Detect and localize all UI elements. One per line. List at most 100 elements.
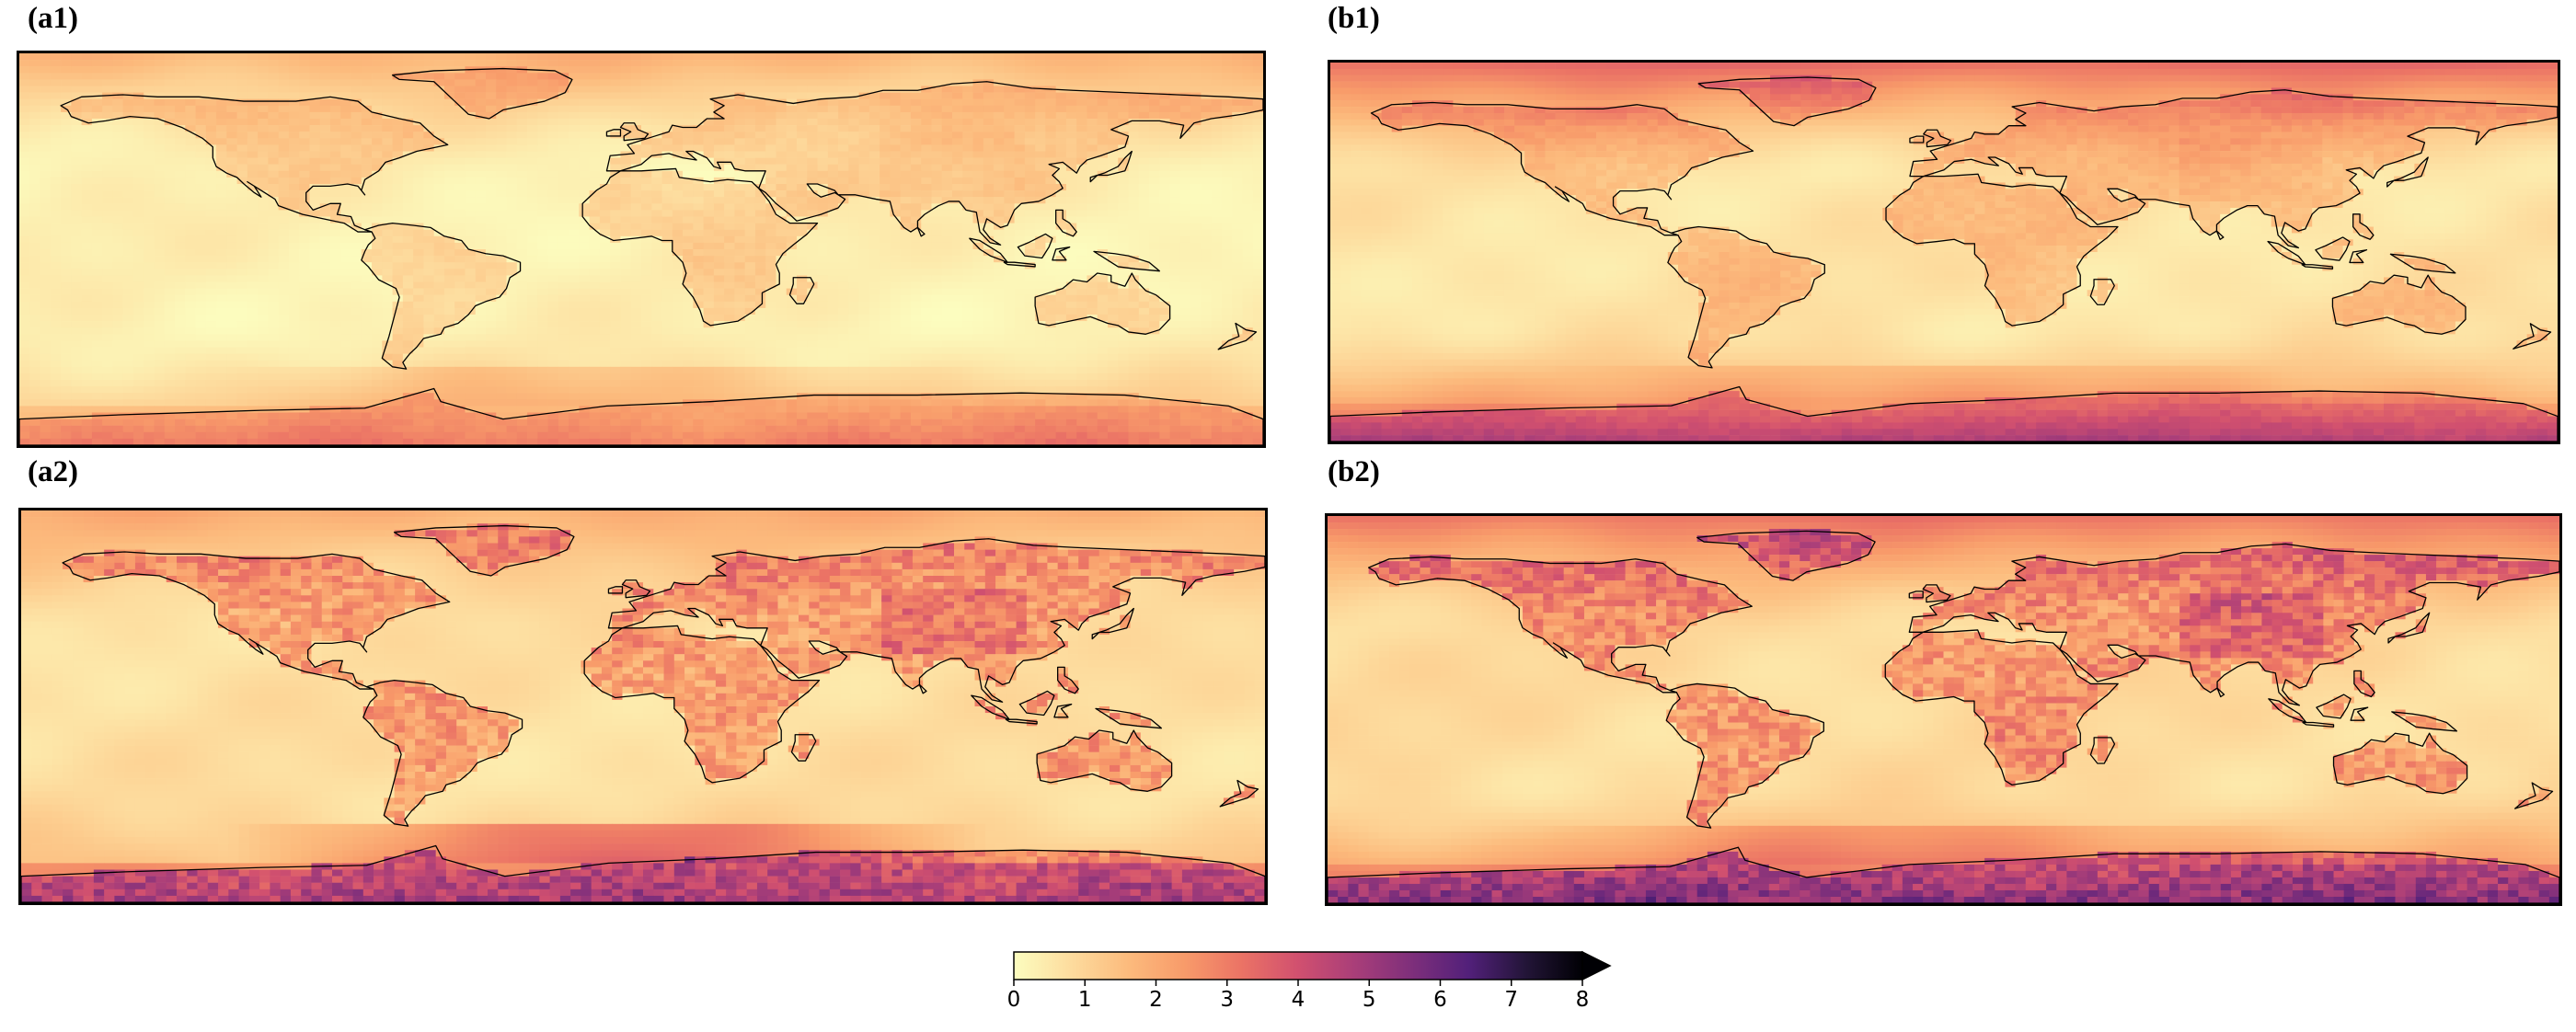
- coastline: [2354, 671, 2375, 696]
- coastline: [1923, 585, 1950, 602]
- colorbar-tick-label: 7: [1504, 988, 1518, 1012]
- panel-label-b2: (b2): [1328, 455, 1380, 489]
- data-field: [1328, 516, 2559, 903]
- colorbar-bar: [1013, 950, 1612, 986]
- coastline: [1052, 247, 1070, 260]
- coastline: [2392, 712, 2457, 731]
- coastline: [1666, 683, 1823, 828]
- coastline: [1697, 531, 1875, 580]
- coastline: [393, 69, 572, 119]
- coastline: [2515, 783, 2553, 808]
- coastline: [1090, 152, 1132, 182]
- coastline: [2513, 324, 2551, 349]
- coastline: [2387, 157, 2428, 187]
- coastline: [1004, 262, 1035, 267]
- coastline: [362, 224, 521, 370]
- map-b2: [1328, 516, 2559, 903]
- coastline: [622, 580, 650, 598]
- coastline: [1698, 77, 1876, 126]
- coastline: [2388, 613, 2430, 643]
- colorbar: 0 1 2 3 4 5 6 7 8: [1007, 947, 1612, 1021]
- data-field: [21, 510, 1265, 902]
- coastline: [1328, 847, 2559, 903]
- colorbar-extend-arrow: [1581, 950, 1612, 981]
- coastline: [1371, 102, 1753, 235]
- panel-label-a1: (a1): [28, 2, 78, 36]
- coastline: [789, 278, 813, 304]
- coastline: [2390, 254, 2455, 273]
- coastline: [606, 82, 1263, 246]
- map-panel-b1: [1328, 60, 2560, 444]
- coastline: [1218, 323, 1256, 349]
- colorbar-tick-label: 0: [1007, 988, 1021, 1012]
- coastline: [608, 587, 622, 593]
- coastline: [1220, 780, 1258, 806]
- coastline: [1035, 273, 1169, 334]
- coastline: [917, 227, 925, 235]
- coastline: [1924, 130, 1951, 146]
- colorbar-tick-label: 3: [1220, 988, 1234, 1012]
- coastline: [61, 95, 448, 232]
- coastline: [2334, 733, 2467, 793]
- coastline: [1018, 234, 1052, 258]
- coastline: [19, 388, 1263, 445]
- coastline: [608, 539, 1265, 703]
- coastlines: [21, 526, 1265, 902]
- coastline: [2303, 723, 2333, 728]
- map-a2: [21, 510, 1265, 902]
- colorbar-tick-label: 6: [1433, 988, 1447, 1012]
- coastline: [1094, 251, 1159, 270]
- coastline: [2317, 694, 2351, 718]
- coastline: [606, 130, 620, 136]
- colorbar-tick-label: 2: [1149, 988, 1163, 1012]
- map-a1: [19, 53, 1263, 445]
- coastline: [2216, 231, 2223, 239]
- coastline: [1668, 227, 1824, 368]
- coastline: [2316, 237, 2350, 260]
- coastline: [791, 735, 815, 761]
- coastline: [1056, 210, 1077, 235]
- panel-label-b1: (b1): [1328, 2, 1380, 36]
- colorbar-gradient: [1013, 951, 1583, 980]
- coastline: [919, 684, 926, 693]
- coastline: [21, 845, 1265, 902]
- map-b1: [1330, 63, 2558, 441]
- coastline: [1096, 708, 1161, 728]
- coastlines: [1328, 531, 2559, 903]
- coastline: [1369, 556, 1753, 692]
- coastline: [1092, 609, 1133, 639]
- colorbar-tick-label: 4: [1292, 988, 1305, 1012]
- coastline: [63, 552, 450, 689]
- coastlines: [1330, 77, 2558, 441]
- coastline: [2353, 214, 2374, 239]
- coastline: [582, 168, 817, 325]
- coastline: [1058, 667, 1079, 693]
- coastline: [1885, 630, 2118, 785]
- coastline: [1006, 719, 1037, 724]
- coastline: [2217, 688, 2224, 696]
- coastline: [2350, 250, 2367, 263]
- data-field: [19, 53, 1263, 445]
- coastline: [620, 123, 648, 141]
- coastline: [1910, 136, 1924, 143]
- map-panel-a2: [18, 508, 1268, 905]
- data-field: [1330, 63, 2558, 441]
- colorbar-tick-label: 5: [1363, 988, 1376, 1012]
- coastline: [2351, 707, 2368, 720]
- colorbar-tick-label: 8: [1576, 988, 1590, 1012]
- coastline: [363, 681, 523, 827]
- coastline: [1909, 544, 2559, 705]
- coastline: [1910, 90, 2558, 248]
- coastline: [1909, 591, 1923, 598]
- coastline: [2332, 275, 2466, 334]
- coastline: [1037, 730, 1171, 791]
- coastline: [2090, 738, 2114, 763]
- coastline: [1054, 705, 1072, 717]
- coastline: [2302, 265, 2332, 269]
- map-panel-b2: [1325, 513, 2562, 906]
- coastline: [1019, 691, 1054, 715]
- coastlines: [19, 69, 1263, 445]
- coastline: [1886, 174, 2118, 326]
- map-panel-a1: [17, 51, 1266, 448]
- colorbar-tick-label: 1: [1078, 988, 1092, 1012]
